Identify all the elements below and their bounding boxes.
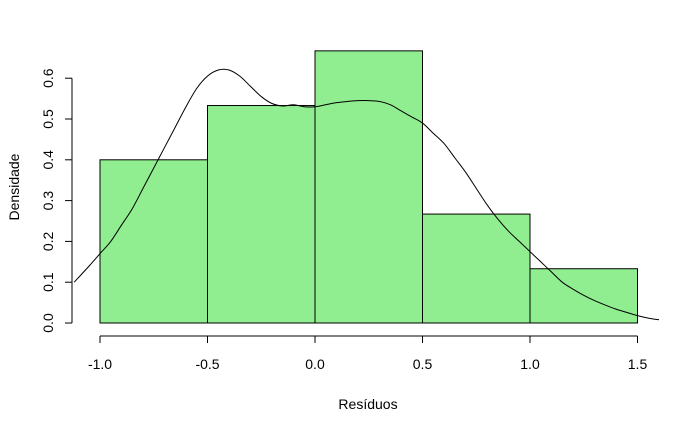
histogram-bar bbox=[314, 50, 423, 324]
x-tick-label: 0.5 bbox=[413, 356, 433, 372]
y-tick-label: 0.2 bbox=[40, 231, 56, 251]
y-tick-label: 0.0 bbox=[40, 313, 56, 333]
histogram-bar bbox=[99, 159, 208, 324]
histogram-bar bbox=[529, 268, 638, 324]
y-tick-label: 0.4 bbox=[40, 150, 56, 170]
y-tick-label: 0.1 bbox=[40, 272, 56, 292]
histogram-bar bbox=[207, 105, 316, 324]
x-ticks-layer: -1.0 -0.5 0.0 0.5 1.0 1.5 bbox=[88, 336, 648, 372]
x-axis-title: Resíduos bbox=[338, 396, 397, 412]
curve-layer bbox=[73, 68, 660, 321]
y-tick-label: 0.3 bbox=[40, 191, 56, 211]
x-tick-label: -1.0 bbox=[88, 356, 112, 372]
y-tick-label: 0.6 bbox=[40, 68, 56, 88]
x-tick-label: -0.5 bbox=[195, 356, 219, 372]
histogram-bar bbox=[422, 213, 531, 324]
x-tick-label: 1.5 bbox=[628, 356, 648, 372]
bars-layer bbox=[99, 50, 638, 324]
y-tick-label: 0.5 bbox=[40, 109, 56, 129]
y-ticks-layer: 0.0 0.1 0.2 0.3 0.4 0.5 0.6 bbox=[40, 68, 72, 333]
density-curve bbox=[73, 68, 660, 321]
y-axis-title: Densidade bbox=[6, 153, 22, 220]
x-tick-label: 1.0 bbox=[520, 356, 540, 372]
x-tick-label: 0.0 bbox=[305, 356, 325, 372]
